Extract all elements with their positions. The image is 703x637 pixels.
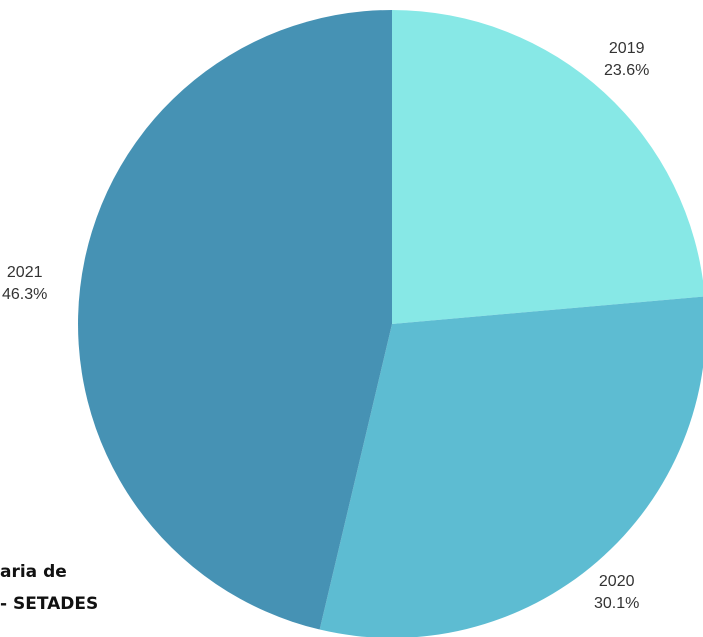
pie-slice-2019 xyxy=(392,10,703,324)
slice-label-2021-value: 46.3% xyxy=(2,284,47,306)
slice-label-2020-category: 2020 xyxy=(594,571,639,593)
slice-label-2020-value: 30.1% xyxy=(594,593,639,615)
slice-label-2019-category: 2019 xyxy=(604,38,649,60)
slice-label-2019: 2019 23.6% xyxy=(604,38,649,82)
slice-label-2020: 2020 30.1% xyxy=(594,571,639,615)
slice-label-2021: 2021 46.3% xyxy=(2,262,47,306)
source-note-line-2: - SETADES xyxy=(0,592,98,616)
source-note-line-1: aria de xyxy=(0,560,67,584)
slice-label-2021-category: 2021 xyxy=(2,262,47,284)
slice-label-2019-value: 23.6% xyxy=(604,60,649,82)
